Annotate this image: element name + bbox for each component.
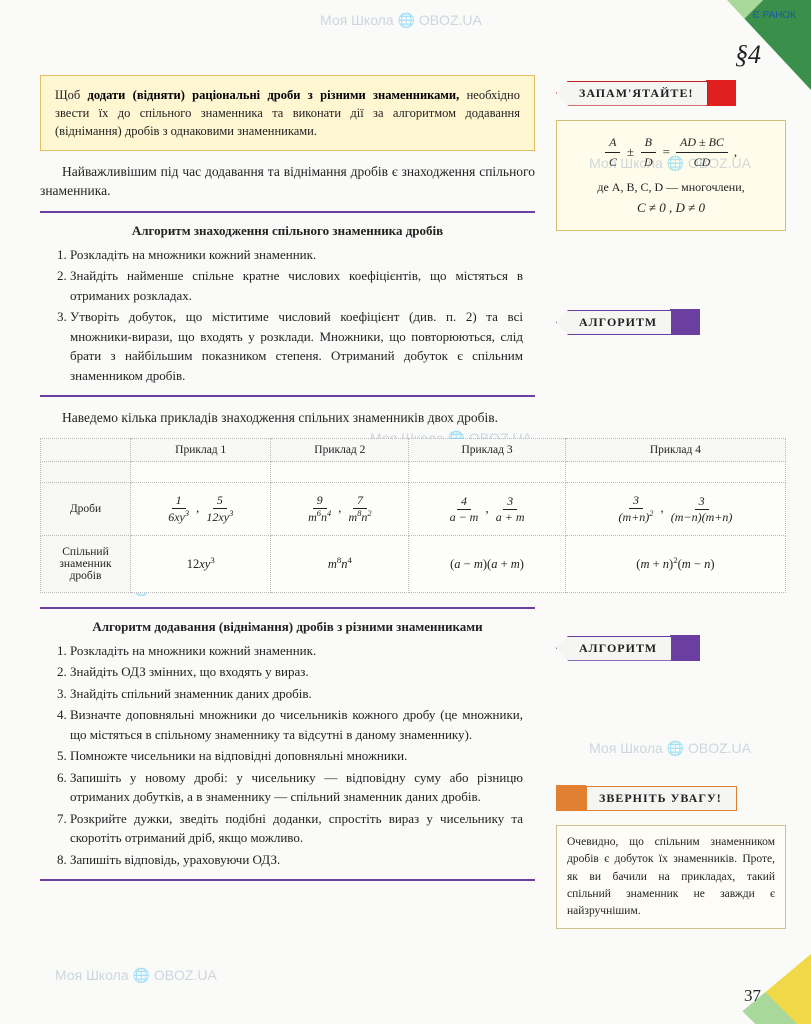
formula-box: AC ± BD = AD ± BCCD , де A, B, C, D — мн…: [556, 120, 786, 231]
watermark: Моя Школа 🌐 OBOZ.UA: [320, 12, 482, 29]
algo2-item: Запишіть відповідь, ураховуючи ОДЗ.: [70, 850, 523, 870]
algo2-title: Алгоритм додавання (віднімання) дробів з…: [52, 617, 523, 637]
arrow-icon: [556, 785, 586, 811]
table-cell: (m + n)2(m − n): [565, 536, 785, 593]
algo2-item: Знайдіть спільний знаменник даних дробів…: [70, 684, 523, 704]
table-header: Приклад 3: [409, 439, 566, 462]
algo2-item: Розкрийте дужки, зведіть подібні доданки…: [70, 809, 523, 848]
table-cell: (a − m)(a + m): [409, 536, 566, 593]
row-label: Спільний знаменник дробів: [41, 536, 131, 593]
corner-decoration-bottom: [671, 954, 811, 1024]
algorithm-box-2: Алгоритм додавання (віднімання) дробів з…: [40, 607, 535, 881]
table-header: Приклад 1: [131, 439, 271, 462]
algorithm-tag: АЛГОРИТМ: [556, 309, 786, 339]
flowchart-icon: [670, 635, 700, 661]
attention-tag: ЗВЕРНІТЬ УВАГУ!: [556, 785, 786, 815]
table-cell: m8n4: [271, 536, 409, 593]
flowchart-icon: [670, 309, 700, 335]
table-cell: 3(m+n)2 , 3(m−n)(m+n): [565, 483, 785, 536]
algo1-item: Знайдіть найменше спільне кратне числови…: [70, 266, 523, 305]
brand-logo: Є РАНОК: [753, 10, 796, 21]
watermark: Моя Школа 🌐 OBOZ.UA: [55, 967, 217, 984]
table-cell: 16xy3 , 512xy3: [131, 483, 271, 536]
algorithm-tag-2: АЛГОРИТМ: [556, 635, 786, 665]
algo1-title: Алгоритм знаходження спільного знаменник…: [52, 221, 523, 241]
paragraph-2: Наведемо кілька прикладів знаходження сп…: [40, 409, 535, 428]
row-label: Дроби: [41, 483, 131, 536]
table-cell: 12xy3: [131, 536, 271, 593]
algorithm-label: АЛГОРИТМ: [556, 310, 672, 335]
memo-prefix: Щоб: [55, 88, 88, 102]
algo2-item: Помножте чисельники на відповідні доповн…: [70, 746, 523, 766]
attention-box: Очевидно, що спільним знаменником дробів…: [556, 825, 786, 929]
table-header: Приклад 4: [565, 439, 785, 462]
table-cell: 4a − m , 3a + m: [409, 483, 566, 536]
examples-table: Приклад 1 Приклад 2 Приклад 3 Приклад 4 …: [40, 438, 786, 593]
table-cell: 9m6n4 , 7m8n2: [271, 483, 409, 536]
page-number: 37: [744, 986, 761, 1006]
save-icon: [706, 80, 736, 106]
paragraph-1: Найважливішим під час додавання та відні…: [40, 163, 535, 201]
algo2-item: Запишіть у новому дробі: у чисельнику — …: [70, 768, 523, 807]
algo2-item: Визначте доповняльні множники до чисельн…: [70, 705, 523, 744]
algo1-item: Утворіть добуток, що міститиме числовий …: [70, 307, 523, 385]
algo2-item: Знайдіть ОДЗ змінних, що входять у вираз…: [70, 662, 523, 682]
remember-label: ЗАПАМ'ЯТАЙТЕ!: [556, 81, 708, 106]
table-header: Приклад 2: [271, 439, 409, 462]
algo1-item: Розкладіть на множники кожний знаменник.: [70, 245, 523, 265]
formula-cond: C ≠ 0 , D ≠ 0: [565, 198, 777, 219]
algo2-item: Розкладіть на множники кожний знаменник.: [70, 641, 523, 661]
algorithm-label: АЛГОРИТМ: [556, 636, 672, 661]
memo-box: Щоб додати (відняти) раціональні дроби з…: [40, 75, 535, 151]
memo-bold: додати (відняти) раціональні дроби з різ…: [88, 88, 460, 102]
formula-where: де A, B, C, D — многочлени,: [565, 178, 777, 197]
attention-label: ЗВЕРНІТЬ УВАГУ!: [586, 786, 737, 811]
remember-tag: ЗАПАМ'ЯТАЙТЕ!: [556, 80, 786, 110]
section-number: §4: [735, 40, 761, 70]
algorithm-box-1: Алгоритм знаходження спільного знаменник…: [40, 211, 535, 397]
